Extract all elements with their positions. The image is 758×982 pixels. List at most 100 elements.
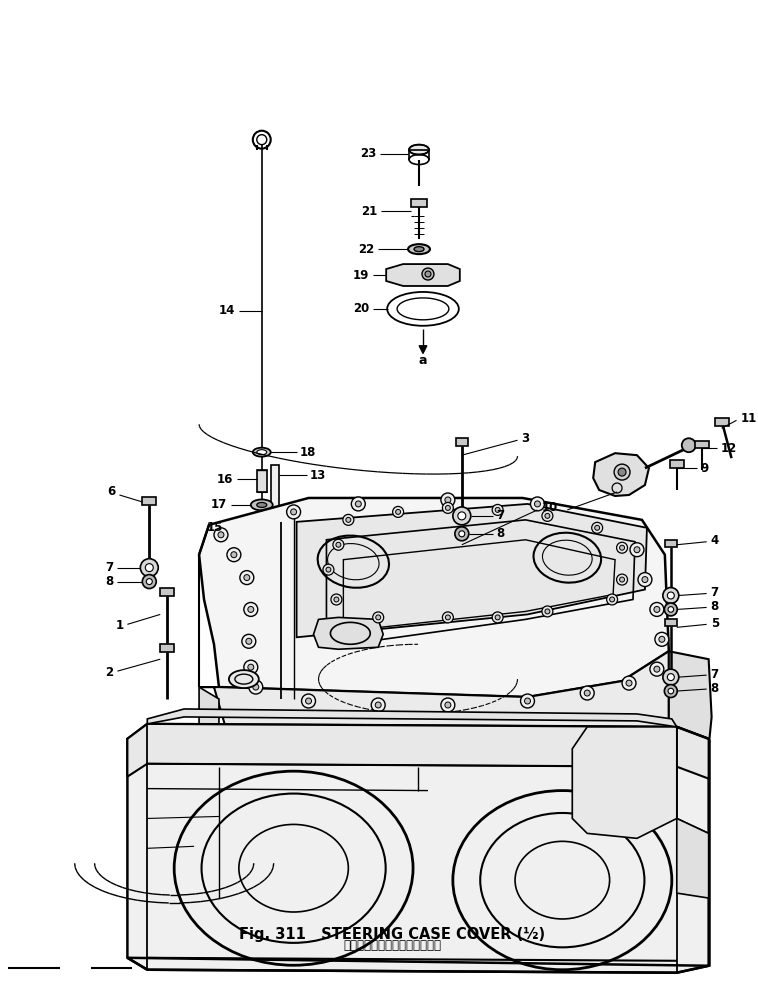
Circle shape — [242, 634, 255, 648]
Polygon shape — [199, 651, 669, 798]
Circle shape — [248, 514, 276, 542]
Circle shape — [542, 606, 553, 617]
Text: 8: 8 — [711, 600, 719, 613]
Circle shape — [616, 542, 628, 553]
Circle shape — [495, 508, 500, 513]
Circle shape — [333, 539, 344, 550]
Circle shape — [336, 542, 341, 547]
Circle shape — [244, 660, 258, 674]
Circle shape — [422, 268, 434, 280]
Circle shape — [305, 698, 312, 704]
Bar — [670, 461, 684, 468]
Polygon shape — [147, 709, 677, 727]
Circle shape — [634, 547, 640, 553]
Text: 11: 11 — [741, 411, 756, 425]
Text: 2: 2 — [105, 666, 114, 679]
Circle shape — [244, 574, 250, 580]
Circle shape — [459, 531, 465, 537]
Circle shape — [495, 615, 500, 620]
Circle shape — [650, 603, 664, 617]
Circle shape — [425, 271, 431, 277]
Circle shape — [606, 594, 618, 605]
Circle shape — [622, 677, 636, 690]
Circle shape — [492, 505, 503, 516]
Circle shape — [396, 510, 400, 515]
Circle shape — [218, 532, 224, 538]
Circle shape — [619, 545, 625, 550]
Bar — [715, 418, 728, 426]
Circle shape — [630, 543, 644, 557]
Text: 13: 13 — [309, 468, 326, 481]
Ellipse shape — [257, 503, 267, 508]
Circle shape — [618, 468, 626, 476]
Circle shape — [609, 597, 615, 602]
Polygon shape — [572, 727, 677, 839]
Text: 17: 17 — [211, 499, 227, 512]
Bar — [665, 540, 677, 547]
Text: 3: 3 — [522, 432, 530, 445]
Bar — [257, 470, 267, 492]
Circle shape — [244, 603, 258, 617]
Circle shape — [248, 664, 254, 670]
Circle shape — [343, 515, 354, 525]
Polygon shape — [296, 504, 647, 637]
Ellipse shape — [414, 246, 424, 251]
Polygon shape — [677, 818, 709, 899]
Circle shape — [227, 548, 241, 562]
Circle shape — [446, 506, 450, 511]
Circle shape — [626, 681, 632, 686]
Circle shape — [290, 509, 296, 515]
Circle shape — [253, 684, 258, 690]
Circle shape — [302, 694, 315, 708]
Circle shape — [492, 612, 503, 623]
Circle shape — [443, 503, 453, 514]
Polygon shape — [199, 498, 669, 697]
Circle shape — [614, 464, 630, 480]
Bar — [271, 465, 279, 519]
Circle shape — [525, 698, 531, 704]
Circle shape — [248, 607, 254, 613]
Text: 20: 20 — [353, 302, 369, 315]
Text: 6: 6 — [107, 485, 115, 499]
Circle shape — [143, 574, 156, 588]
Polygon shape — [199, 687, 219, 759]
Circle shape — [140, 559, 158, 576]
Text: 16: 16 — [217, 472, 233, 485]
Circle shape — [371, 698, 385, 712]
Circle shape — [445, 702, 451, 708]
Circle shape — [667, 674, 675, 681]
Circle shape — [668, 607, 674, 612]
Circle shape — [441, 698, 455, 712]
Circle shape — [445, 497, 451, 503]
Circle shape — [542, 511, 553, 521]
Circle shape — [453, 507, 471, 524]
Text: 21: 21 — [361, 205, 377, 218]
Circle shape — [545, 514, 550, 518]
Circle shape — [584, 690, 590, 696]
Text: 7: 7 — [496, 510, 505, 522]
Text: 15: 15 — [207, 521, 223, 534]
Text: 19: 19 — [353, 268, 369, 282]
Polygon shape — [419, 346, 427, 354]
Text: 7: 7 — [711, 668, 719, 681]
Circle shape — [655, 632, 669, 646]
Circle shape — [681, 438, 696, 452]
Ellipse shape — [409, 144, 429, 154]
Text: Fig. 311   STEERING CASE COVER (½): Fig. 311 STEERING CASE COVER (½) — [240, 927, 545, 942]
Circle shape — [662, 587, 678, 604]
Polygon shape — [127, 724, 709, 779]
Text: 7: 7 — [105, 561, 114, 574]
Circle shape — [375, 702, 381, 708]
Circle shape — [664, 603, 678, 616]
Circle shape — [334, 597, 339, 602]
Text: 4: 4 — [711, 534, 719, 547]
Circle shape — [146, 564, 153, 572]
Circle shape — [667, 592, 675, 599]
Circle shape — [446, 615, 450, 620]
Circle shape — [458, 512, 466, 519]
Circle shape — [619, 577, 625, 582]
Circle shape — [592, 522, 603, 533]
Circle shape — [662, 669, 678, 685]
Bar — [695, 441, 709, 448]
Circle shape — [616, 574, 628, 585]
